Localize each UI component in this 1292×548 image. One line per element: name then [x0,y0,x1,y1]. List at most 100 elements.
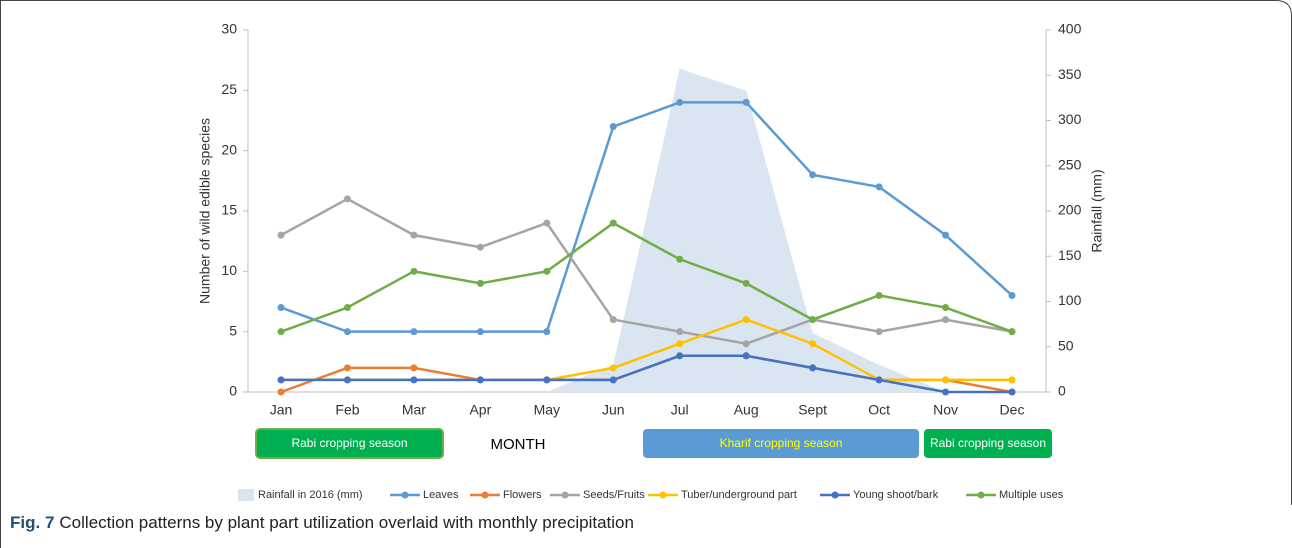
series-marker [609,219,617,227]
y2-tick-label: 250 [1058,156,1082,172]
series-marker [609,376,617,384]
series-marker [676,340,684,348]
series-marker [809,364,817,372]
series-marker [875,291,883,299]
y-tick-label: 30 [221,21,237,37]
x-tick-label: Jun [602,402,625,418]
series-marker [809,316,817,324]
series-marker [609,316,617,324]
series-marker [942,304,950,312]
series-marker [942,388,950,396]
series-marker [476,328,484,336]
legend-swatch [238,489,254,501]
series-marker [277,376,285,384]
series-marker [1008,291,1016,299]
series-marker [343,328,351,336]
caption: Fig. 7 Collection patterns by plant part … [10,513,634,532]
series-line [280,221,1013,333]
series-marker [942,231,950,239]
x-tick-label: Aug [734,402,759,418]
series-marker [343,364,351,372]
series-marker [343,376,351,384]
series-marker [476,279,484,287]
legend-marker [561,491,569,499]
y2-tick-label: 150 [1058,247,1082,263]
y-tick-label: 5 [229,322,237,338]
x-tick-label: May [534,402,560,418]
series-marker [742,316,750,324]
legend-label: Young shoot/bark [853,489,939,501]
x-tick-label: Jul [671,402,689,418]
series-marker [543,219,551,227]
series-marker [942,316,950,324]
y-tick-label: 0 [229,383,237,399]
y-tick-label: 10 [221,262,237,278]
series-marker [609,364,617,372]
y-tick-label: 15 [221,202,237,218]
x-tick-label: Jan [270,402,293,418]
caption-text: Collection patterns by plant part utiliz… [59,513,634,532]
legend-label: Seeds/Fruits [583,489,645,501]
caption-label: Fig. 7 [10,513,54,532]
legend-marker [831,491,839,499]
series-marker [875,376,883,384]
series-marker [410,328,418,336]
series-marker [410,364,418,372]
season-label: Kharif cropping season [720,436,843,450]
x-tick-label: Feb [335,402,359,418]
legend-marker [977,491,985,499]
y-tick-label: 25 [221,81,237,97]
y2-tick-label: 50 [1058,337,1074,353]
series-marker [809,340,817,348]
series-marker [875,328,883,336]
y2-tick-label: 300 [1058,111,1082,127]
series-marker [676,352,684,360]
series-line [280,101,1013,333]
y2-axis-title: Rainfall (mm) [1089,169,1105,252]
series-marker [277,388,285,396]
legend-label: Tuber/underground part [681,489,797,501]
series-marker [676,328,684,336]
series-marker [1008,376,1016,384]
season-box [924,429,1052,458]
series-marker [676,255,684,263]
legend-marker [401,491,409,499]
series-marker [809,171,817,179]
x-tick-label: Mar [402,402,426,418]
series-marker [410,376,418,384]
y2-tick-label: 100 [1058,292,1082,308]
x-tick-label: Oct [868,402,890,418]
series-marker [1008,328,1016,336]
season-label: Rabi cropping season [930,436,1046,450]
series-marker [277,304,285,312]
series-marker [343,195,351,203]
x-tick-label: Apr [469,402,491,418]
series-marker [543,328,551,336]
series-marker [343,304,351,312]
series-marker [277,231,285,239]
x-tick-label: Nov [933,402,958,418]
series-marker [476,376,484,384]
y2-tick-label: 200 [1058,202,1082,218]
series-marker [742,98,750,106]
x-tick-label: Dec [1000,402,1025,418]
series-marker [942,376,950,384]
series-marker [543,376,551,384]
series-marker [476,243,484,251]
legend-label: Leaves [423,489,459,501]
y2-tick-label: 350 [1058,66,1082,82]
y-tick-label: 20 [221,141,237,157]
series-marker [875,183,883,191]
legend-label: Rainfall in 2016 (mm) [258,489,363,501]
series-marker [742,279,750,287]
series-marker [1008,388,1016,396]
season-label: Rabi cropping season [291,436,407,450]
series-marker [742,340,750,348]
legend-label: Flowers [503,489,542,501]
series-marker [410,267,418,275]
series-line [281,354,1012,394]
series-marker [742,352,750,360]
series-marker [410,231,418,239]
